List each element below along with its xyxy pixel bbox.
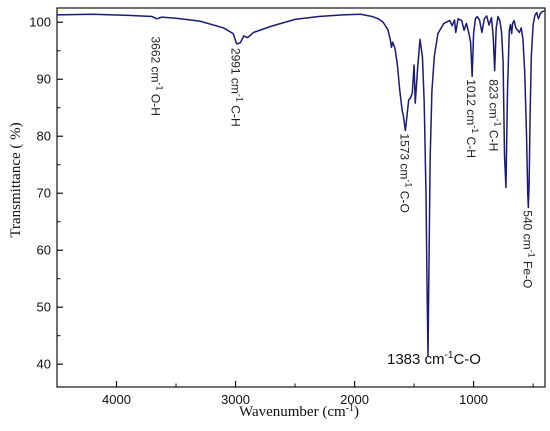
y-tick-label: 40 bbox=[37, 357, 51, 372]
x-tick-label: 2000 bbox=[340, 392, 369, 407]
y-tick-label: 80 bbox=[37, 129, 51, 144]
peak-annotation: 2991 cm-1 C-H bbox=[229, 48, 245, 127]
x-tick-label: 4000 bbox=[102, 392, 131, 407]
y-tick-label: 60 bbox=[37, 243, 51, 258]
peak-annotation: 1383 cm-1C-O bbox=[387, 350, 481, 368]
x-axis-title: Wavenumber (cm-1) bbox=[239, 403, 359, 420]
x-tick-label: 3000 bbox=[221, 392, 250, 407]
peak-annotation: 1012 cm-1 C-H bbox=[464, 79, 480, 158]
peak-annotation: 1573 cm-1 C-O bbox=[397, 133, 413, 212]
peak-annotation: 823 cm-1 C-H bbox=[487, 79, 503, 151]
spectrum-line bbox=[56, 10, 546, 357]
plot-frame bbox=[56, 7, 546, 388]
y-tick-label: 50 bbox=[37, 300, 51, 315]
y-tick-label: 100 bbox=[29, 15, 51, 30]
y-tick-label: 70 bbox=[37, 186, 51, 201]
x-tick-label: 1000 bbox=[459, 392, 488, 407]
y-tick-label: 90 bbox=[37, 72, 51, 87]
peak-annotation: 540 cm-1 Fe-O bbox=[520, 210, 536, 288]
peak-annotation: 3662 cm-1 O-H bbox=[149, 37, 165, 116]
y-axis-title: Transmittance ( %) bbox=[8, 122, 24, 237]
